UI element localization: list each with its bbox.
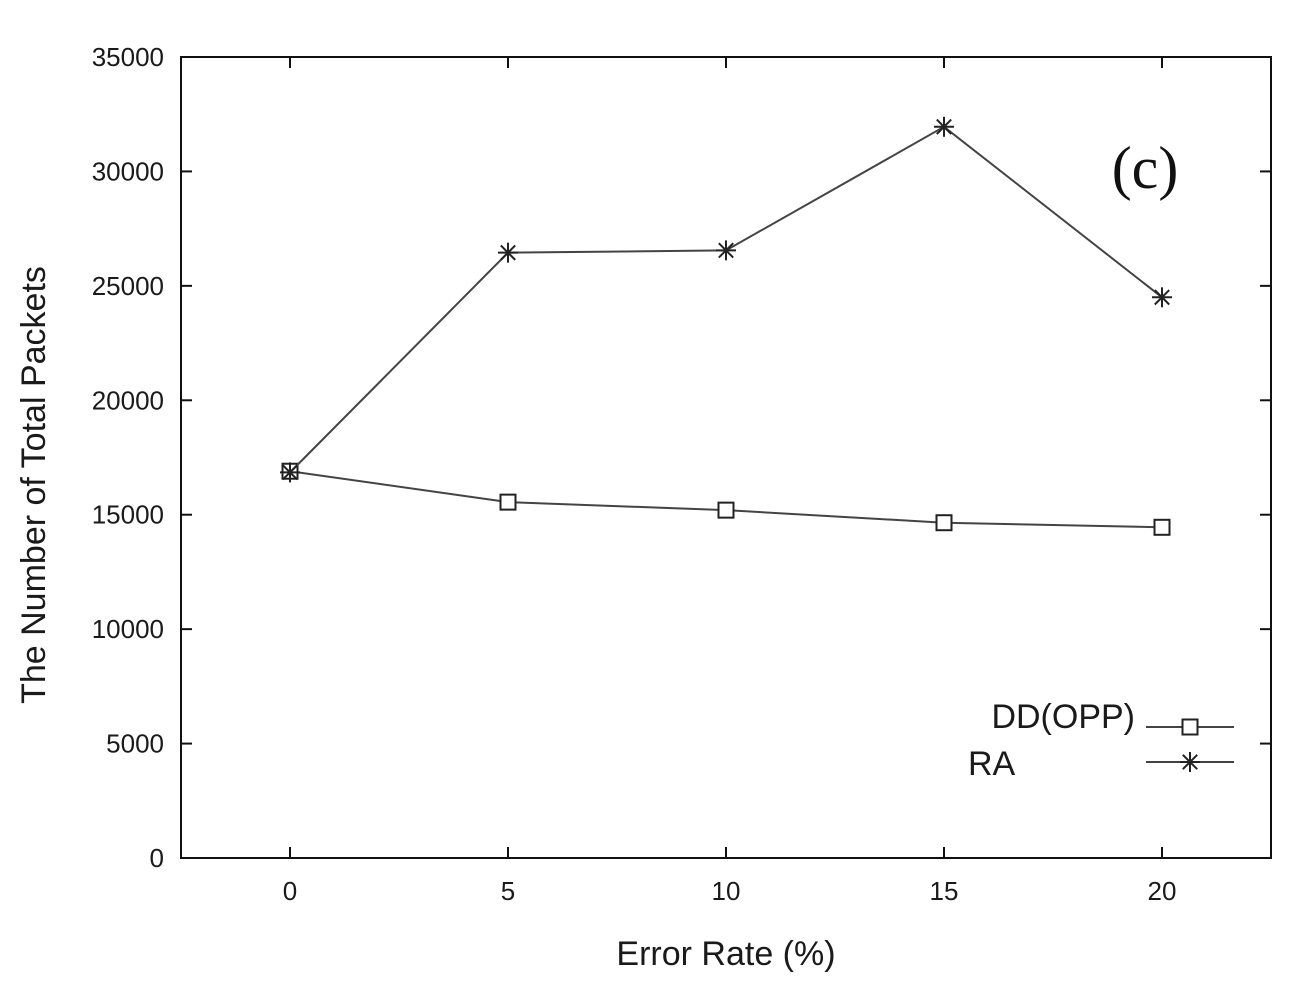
y-tick-label: 5000 <box>106 729 164 759</box>
y-tick-label: 15000 <box>92 500 164 530</box>
data-point-ra-stroke <box>936 118 952 135</box>
data-point-ra <box>934 116 954 137</box>
y-tick-label: 20000 <box>92 385 164 415</box>
y-tick-label: 35000 <box>92 42 164 72</box>
y-tick-label: 0 <box>150 843 164 873</box>
x-tick-label: 15 <box>930 876 959 906</box>
data-point-ra-stroke <box>500 244 516 261</box>
legend-label-ra: RA <box>968 745 1016 783</box>
x-tick-label: 10 <box>712 876 741 906</box>
y-axis-label: The Number of Total Packets <box>15 266 53 704</box>
y-tick-label: 25000 <box>92 271 164 301</box>
data-point-dd-opp <box>1153 518 1171 536</box>
data-point-ra <box>498 242 518 263</box>
data-point-ra <box>1152 287 1172 308</box>
data-point-dd-opp <box>499 493 517 511</box>
data-point-dd-opp <box>935 514 953 532</box>
data-point-dd-opp <box>717 501 735 519</box>
legend: DD(OPP) RA <box>968 698 1234 783</box>
data-point-ra-stroke <box>1154 289 1170 306</box>
panel-label: (c) <box>1112 135 1179 201</box>
legend-marker-ra-stroke <box>1182 754 1198 770</box>
data-point-ra-stroke <box>718 242 734 259</box>
series-layer <box>280 116 1172 536</box>
y-tick-label: 30000 <box>92 156 164 186</box>
data-point-ra <box>716 240 736 261</box>
axis-ticks: 0 5 10 15 20 0 5000 10000 15000 20000 25000 30000 35… <box>92 42 1271 906</box>
legend-marker-ra <box>1180 752 1200 772</box>
data-point-ra-stroke <box>282 464 298 481</box>
series-line-dd-opp <box>289 470 1163 529</box>
legend-label-dd-opp: DD(OPP) <box>991 698 1135 736</box>
legend-marker-dd-opp <box>1181 718 1199 736</box>
x-tick-label: 0 <box>283 876 297 906</box>
data-point-ra <box>280 462 300 483</box>
x-tick-label: 20 <box>1148 876 1177 906</box>
y-tick-label: 10000 <box>92 614 164 644</box>
x-tick-label: 5 <box>501 876 515 906</box>
plot-frame <box>180 56 1272 859</box>
x-axis-label: Error Rate (%) <box>616 935 835 973</box>
series-line-ra <box>289 125 1163 474</box>
